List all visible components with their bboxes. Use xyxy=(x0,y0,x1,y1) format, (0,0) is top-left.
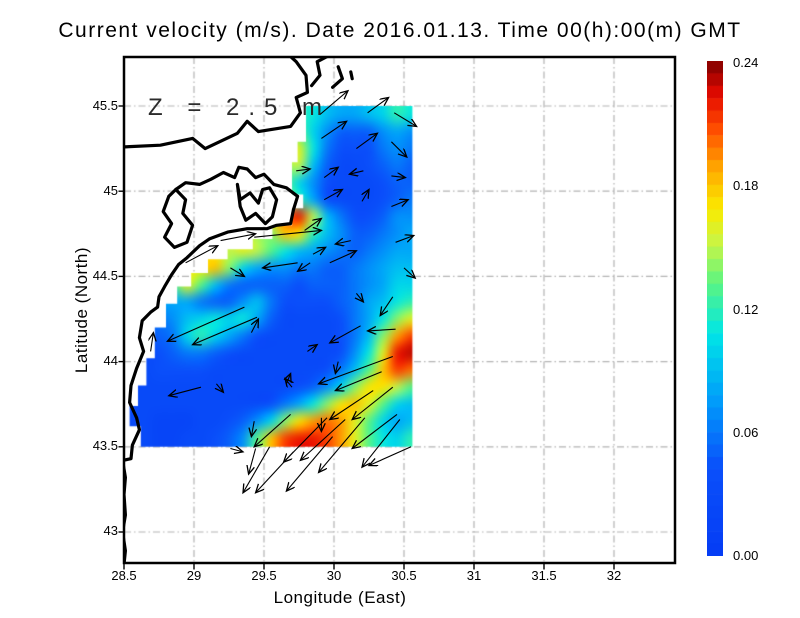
y-tick-label: 44 xyxy=(103,353,118,368)
x-tick-label: 29.5 xyxy=(251,568,277,583)
colorbar-label: 0.06 xyxy=(733,425,759,440)
depth-annotation: Z = 2.5 m xyxy=(148,94,332,121)
chart-title: Current velocity (m/s). Date 2016.01.13.… xyxy=(58,19,742,42)
x-tick-label: 32 xyxy=(606,568,622,583)
colorbar-label: 0.12 xyxy=(733,302,759,317)
x-tick-label: 29 xyxy=(186,568,202,583)
x-tick-label: 30 xyxy=(326,568,342,583)
plot-border xyxy=(122,55,677,565)
colorbar-label: 0.00 xyxy=(733,548,759,563)
x-tick-label: 28.5 xyxy=(111,568,137,583)
colorbar-label: 0.18 xyxy=(733,178,759,193)
x-tick-label: 30.5 xyxy=(391,568,417,583)
y-tick-label: 43 xyxy=(103,523,118,538)
axis-ticks xyxy=(118,105,615,570)
coastline xyxy=(124,57,354,563)
y-tick-label: 43.5 xyxy=(92,438,118,453)
y-tick-label: 45.5 xyxy=(92,98,118,113)
colorbar-label: 0.24 xyxy=(733,55,759,70)
y-tick-label: 45 xyxy=(103,183,118,198)
velocity-vectors xyxy=(151,91,417,493)
colorbar-strip xyxy=(707,61,723,556)
x-axis-label: Longitude (East) xyxy=(273,588,407,607)
x-tick-label: 31 xyxy=(466,568,482,583)
x-tick-label: 31.5 xyxy=(531,568,557,583)
y-tick-label: 44.5 xyxy=(92,268,118,283)
